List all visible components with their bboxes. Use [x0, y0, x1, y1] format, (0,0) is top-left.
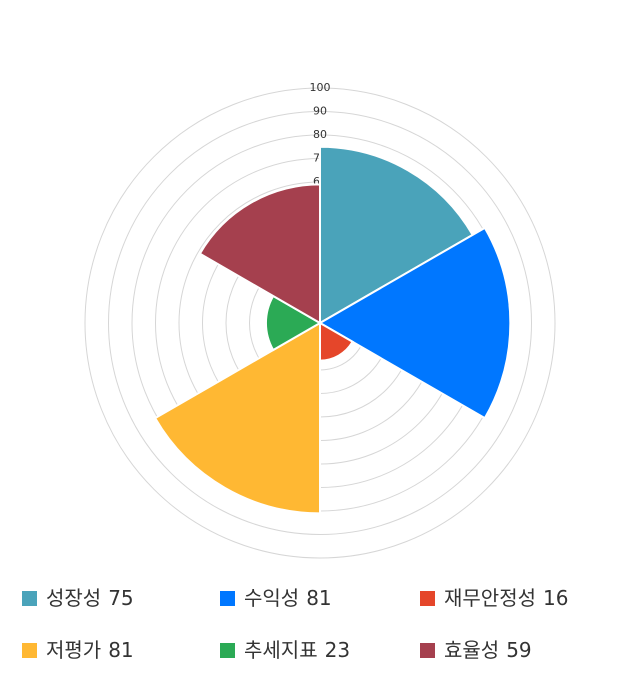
legend-label: 수익성 81 [244, 586, 332, 610]
legend-value: 75 [108, 586, 133, 610]
legend-value: 23 [325, 638, 350, 662]
legend-name: 효율성 [444, 638, 499, 662]
wedge [319, 145, 475, 325]
legend-value: 59 [506, 638, 531, 662]
legend-label: 재무안정성 16 [444, 586, 568, 610]
legend-name: 수익성 [244, 586, 299, 610]
legend-swatch [420, 643, 435, 658]
legend-label: 성장성 75 [46, 586, 134, 610]
legend-label: 추세지표 23 [244, 638, 350, 662]
r-tick-label: 100 [310, 81, 331, 94]
legend-value: 81 [108, 638, 133, 662]
legend-swatch [220, 643, 235, 658]
legend-name: 성장성 [46, 586, 101, 610]
wedge [264, 294, 323, 352]
r-tick-label: 90 [313, 105, 327, 118]
wedge [317, 226, 512, 420]
wedge [198, 183, 321, 325]
grid-circle [108, 111, 532, 535]
legend-label: 효율성 59 [444, 638, 532, 662]
legend-swatch [220, 591, 235, 606]
grid-circle [84, 87, 556, 559]
legend-swatch [420, 591, 435, 606]
legend-name: 재무안정성 [444, 586, 536, 610]
legend-value: 81 [306, 586, 331, 610]
legend-value: 16 [543, 586, 568, 610]
legend-label: 저평가 81 [46, 638, 134, 662]
legend-name: 추세지표 [244, 638, 318, 662]
legend-name: 저평가 [46, 638, 101, 662]
wedge [153, 321, 321, 515]
legend-swatch [22, 643, 37, 658]
legend-swatch [22, 591, 37, 606]
r-tick-label: 80 [313, 128, 327, 141]
